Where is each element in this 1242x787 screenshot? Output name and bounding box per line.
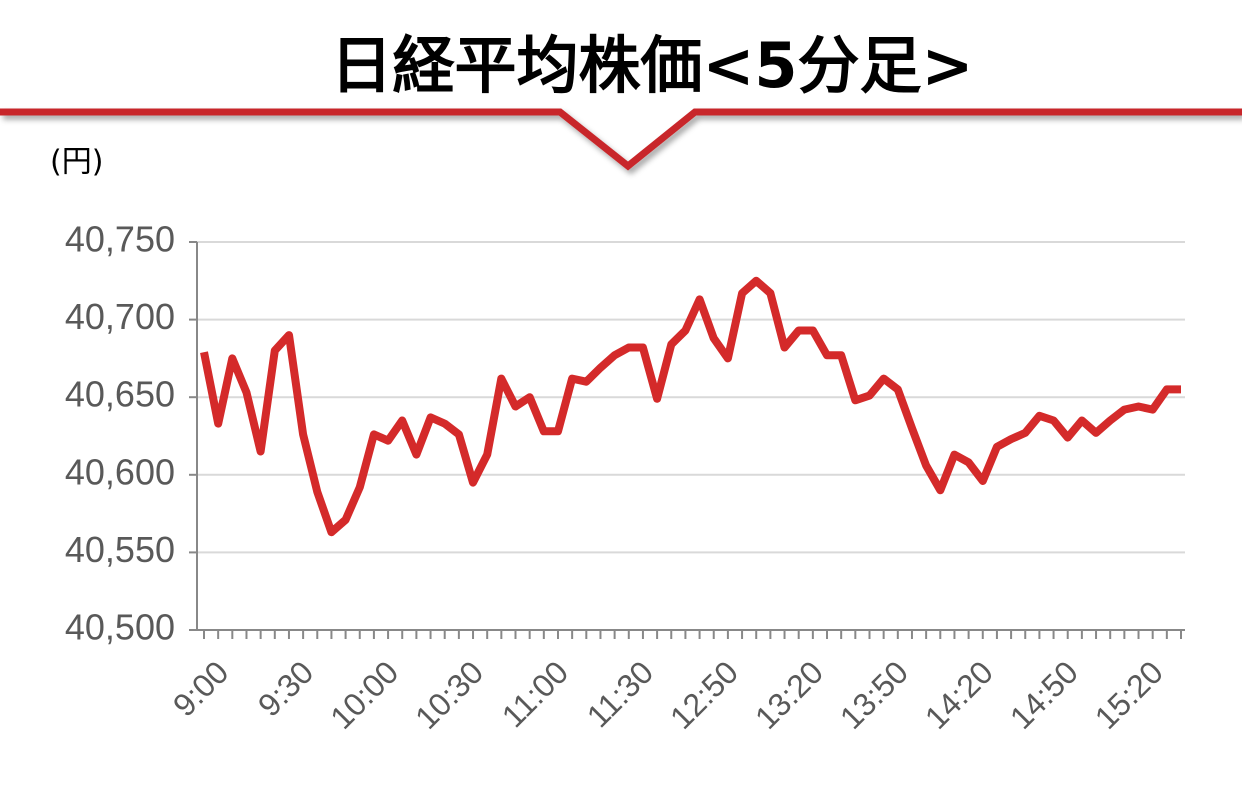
- x-tick-label: 9:30: [251, 654, 320, 723]
- x-tick-label: 14:20: [918, 654, 1000, 736]
- y-tick-label: 40,650: [65, 374, 175, 415]
- x-tick-label: 9:00: [166, 654, 235, 723]
- y-tick-label: 40,550: [65, 529, 175, 570]
- title-banner: [0, 108, 1242, 171]
- x-tick-label: 11:00: [495, 654, 575, 734]
- x-tick-label: 12:50: [663, 654, 745, 736]
- x-tick-label: 10:00: [323, 654, 405, 736]
- y-tick-label: 40,500: [65, 607, 175, 648]
- x-tick-label: 13:50: [833, 654, 915, 736]
- x-tick-label: 14:50: [1003, 654, 1085, 736]
- x-tick-label: 10:30: [408, 654, 490, 736]
- y-tick-label: 40,600: [65, 451, 175, 492]
- price-line: [200, 276, 1181, 537]
- x-tick-label: 11:30: [580, 654, 660, 734]
- y-axis-label: (円): [50, 145, 103, 180]
- x-tick-label: 13:20: [748, 654, 830, 736]
- x-tick-label: 15:20: [1088, 654, 1170, 736]
- chart-title: 日経平均株価<5分足>: [330, 29, 973, 102]
- y-tick-label: 40,700: [65, 296, 175, 337]
- y-tick-label: 40,750: [65, 219, 175, 260]
